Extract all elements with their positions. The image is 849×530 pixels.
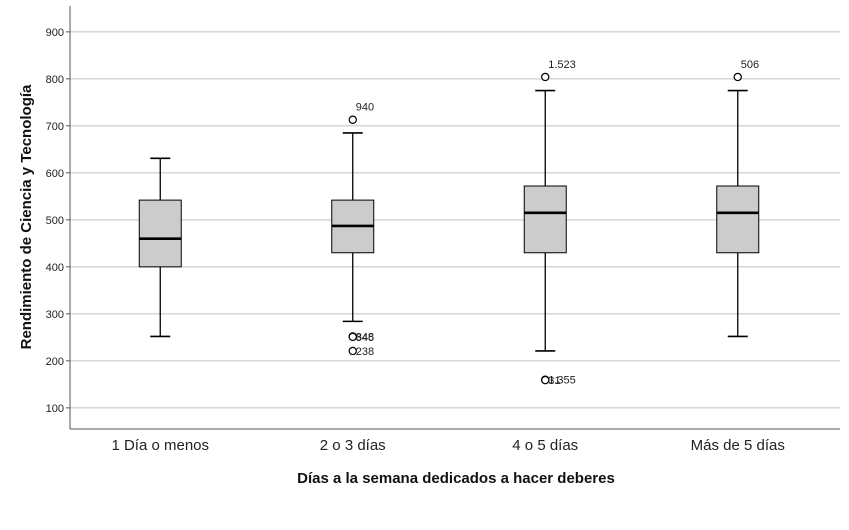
- y-tick-label-500: 500: [46, 215, 64, 227]
- iqr-box: [523, 185, 567, 254]
- x-category-label: 1 Día o menos: [111, 437, 209, 454]
- y-tick-label-800: 800: [46, 74, 64, 86]
- y-tick-label-200: 200: [46, 356, 64, 368]
- iqr-box: [138, 199, 182, 268]
- outlier-point: [348, 332, 357, 342]
- y-tick-label-400: 400: [46, 262, 64, 274]
- y-tick-label-300: 300: [46, 309, 64, 321]
- outlier-point: [541, 72, 550, 82]
- outlier-label: 1.355: [548, 375, 576, 387]
- y-tick-label-900: 900: [46, 27, 64, 39]
- outlier-point: [348, 115, 357, 124]
- outlier-point: [348, 346, 357, 356]
- x-category-label: 4 o 5 días: [512, 437, 578, 454]
- outlier-point: [541, 375, 550, 385]
- y-axis-title: Rendimiento de Ciencia y Tecnología: [18, 84, 35, 349]
- y-tick-label-700: 700: [46, 121, 64, 133]
- y-tick-label-100: 100: [46, 403, 64, 415]
- grid-lines: [70, 31, 840, 409]
- axes: [66, 6, 840, 430]
- boxes: [138, 72, 760, 385]
- outlier-label: 31: [548, 375, 560, 387]
- outlier-label: 1.523: [548, 59, 576, 71]
- x-category-label: 2 o 3 días: [320, 437, 386, 454]
- x-category-label: Más de 5 días: [691, 437, 785, 454]
- outlier-label: 940: [356, 102, 374, 114]
- box-group: [716, 72, 760, 338]
- outlier-label: 238: [356, 346, 374, 358]
- outlier-label: 848: [356, 331, 374, 343]
- box-group: [523, 72, 567, 385]
- y-tick-label-600: 600: [46, 168, 64, 180]
- outlier-label: 345: [356, 332, 374, 344]
- outlier-point: [733, 72, 742, 82]
- outlier-label: 506: [741, 59, 759, 71]
- box-group: [138, 157, 182, 338]
- box-group: [331, 115, 375, 356]
- x-axis-title: Días a la semana dedicados a hacer deber…: [297, 470, 615, 487]
- iqr-box: [716, 185, 760, 254]
- labels: 100 200 300 400 500 600 700 800 900 1 Día o menos…: [46, 27, 785, 454]
